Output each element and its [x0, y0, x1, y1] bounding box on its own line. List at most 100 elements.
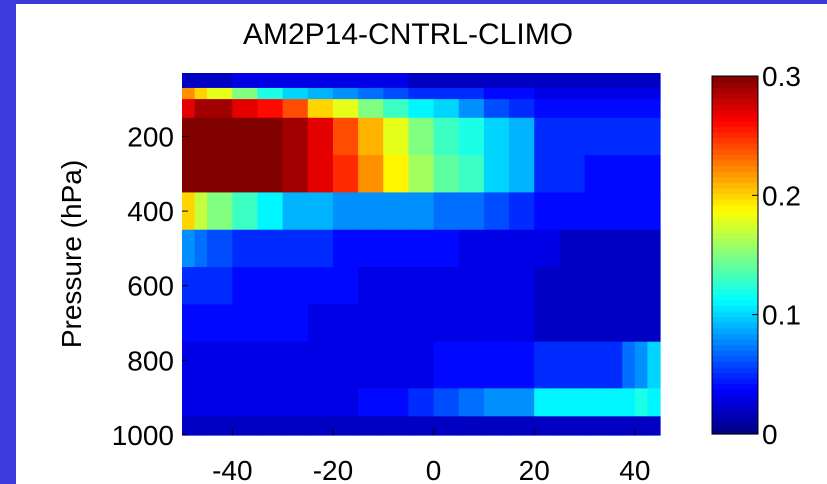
colorbar-segment: [712, 411, 758, 418]
colorbar-segment: [712, 137, 758, 144]
heatmap-cell: [559, 155, 586, 194]
heatmap-cell: [433, 87, 460, 100]
heatmap-cell: [194, 304, 208, 343]
heatmap-cell: [534, 229, 560, 268]
chart-title: AM2P14-CNTRL-CLIMO: [243, 18, 573, 51]
heatmap-cell: [534, 416, 560, 436]
heatmap-cell: [509, 341, 535, 389]
colorbar-tick-label: 0.2: [762, 180, 801, 211]
heatmap-cell: [509, 388, 535, 417]
heatmap-cell: [433, 73, 460, 89]
heatmap-cell: [282, 304, 309, 343]
heatmap-cell: [232, 73, 259, 89]
colorbar-segment: [712, 389, 758, 396]
heatmap-cell: [622, 304, 636, 343]
x-tick-label: -40: [212, 455, 252, 484]
colorbar-segment: [712, 344, 758, 351]
heatmap-cell: [307, 155, 334, 194]
heatmap-cell: [194, 99, 208, 119]
heatmap-cell: [483, 73, 510, 89]
y-tick-label: 400: [127, 196, 174, 227]
heatmap-cell: [358, 388, 384, 417]
heatmap-cell: [609, 416, 623, 436]
heatmap-cell: [509, 304, 535, 343]
heatmap-cell: [609, 304, 623, 343]
heatmap-cell: [458, 229, 485, 268]
heatmap-cell: [282, 267, 309, 305]
heatmap-cell: [307, 87, 334, 100]
heatmap-cell: [609, 192, 623, 231]
colorbar-segment: [712, 271, 758, 278]
heatmap-cell: [307, 416, 334, 436]
heatmap-cell: [634, 267, 649, 305]
y-tick-label: 200: [127, 121, 174, 152]
heatmap-cell: [358, 267, 384, 305]
colorbar-segment: [712, 210, 758, 217]
heatmap-cell: [307, 267, 334, 305]
heatmap-cell: [257, 416, 284, 436]
heatmap-cell: [332, 304, 359, 343]
colorbar-segment: [712, 171, 758, 178]
heatmap-cell: [358, 416, 384, 436]
heatmap-cell: [534, 388, 560, 417]
heatmap-cell: [257, 73, 284, 89]
heatmap-cell: [584, 73, 611, 89]
heatmap-cell: [383, 117, 410, 156]
heatmap-cell: [647, 87, 661, 100]
heatmap-cell: [647, 73, 661, 89]
heatmap-cell: [458, 73, 485, 89]
heatmap-cell: [383, 155, 410, 194]
colorbar-border: [711, 75, 759, 435]
heatmap-cell: [207, 73, 233, 89]
heatmap-cell: [207, 229, 233, 268]
colorbar-segment: [712, 282, 758, 290]
x-tick-label: 20: [519, 455, 550, 484]
colorbar-segment: [712, 227, 758, 234]
heatmap-cell: [622, 388, 636, 417]
colorbar-segment: [712, 378, 758, 385]
heatmap-cell: [232, 341, 259, 389]
heatmap-cell: [182, 87, 196, 100]
heatmap-cell: [559, 267, 586, 305]
colorbar-segment: [712, 154, 758, 161]
heatmap-cells: [182, 73, 661, 436]
heatmap-cell: [559, 73, 586, 89]
heatmap-cell: [257, 87, 284, 100]
colorbar-segment: [712, 182, 758, 189]
heatmap-cell: [332, 155, 359, 194]
heatmap-cell: [257, 229, 284, 268]
heatmap-cell: [584, 267, 611, 305]
heatmap-cell: [609, 73, 623, 89]
heatmap-cell: [307, 304, 334, 343]
heatmap-cell: [509, 87, 535, 100]
heatmap-cell: [634, 416, 649, 436]
colorbar-segment: [712, 176, 758, 183]
heatmap-cell: [257, 155, 284, 194]
colorbar-segment: [712, 76, 758, 83]
heatmap-cell: [207, 117, 233, 156]
heatmap-cell: [509, 416, 535, 436]
heatmap-cell: [257, 99, 284, 119]
heatmap-cell: [483, 267, 510, 305]
heatmap-cell: [307, 388, 334, 417]
heatmap-cell: [534, 192, 560, 231]
heatmap-cell: [584, 229, 611, 268]
heatmap-cell: [408, 73, 435, 89]
colorbar: 0 0.1 0.2 0.3: [711, 61, 801, 450]
colorbar-segment: [712, 131, 758, 139]
heatmap-cell: [194, 341, 208, 389]
heatmap-cell: [634, 341, 649, 389]
heatmap-cell: [383, 388, 410, 417]
heatmap-cell: [622, 192, 636, 231]
chart-svg: AM2P14-CNTRL-CLIMO Pressure (hPa) -40 -20…: [56, 18, 801, 484]
heatmap-cell: [257, 341, 284, 389]
heatmap-cell: [534, 267, 560, 305]
colorbar-segment: [712, 249, 758, 256]
heatmap-cell: [458, 192, 485, 231]
heatmap-cell: [182, 117, 196, 156]
heatmap-cell: [483, 155, 510, 194]
heatmap-cell: [207, 416, 233, 436]
heatmap-cell: [207, 99, 233, 119]
heatmap-cell: [232, 304, 259, 343]
colorbar-tick-label: 0.3: [762, 61, 801, 92]
